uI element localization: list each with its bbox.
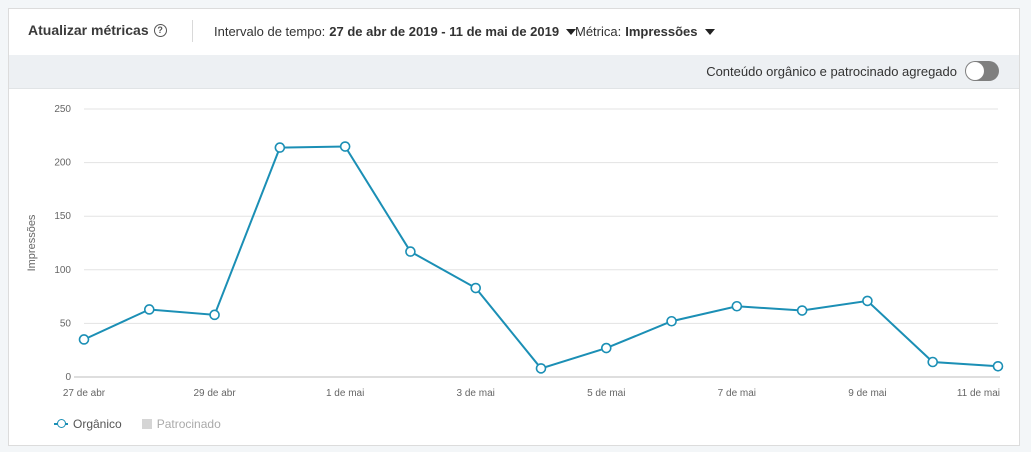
data-point [927,356,939,368]
legend-label-organic: Orgânico [73,417,122,431]
metrics-header: Atualizar métricas ? Intervalo de tempo:… [9,9,1019,56]
data-point [535,363,547,374]
x-tick-label: 3 de mai [457,388,495,399]
y-tick-label: 250 [54,104,71,115]
data-point [796,305,808,316]
y-axis-label: Impressões [26,214,38,271]
header-divider [192,20,193,42]
data-point [666,315,677,327]
data-point [731,300,743,312]
metrics-card: Atualizar métricas ? Intervalo de tempo:… [8,8,1020,446]
x-tick-label: 7 de mai [718,388,756,399]
data-point [992,360,1004,372]
x-tick-label: 11 de mai [957,388,1000,399]
legend-item-sponsored[interactable]: Patrocinado [141,417,221,431]
aggregate-toggle-label: Conteúdo orgânico e patrocinado agregado [706,64,957,79]
data-point [862,295,873,307]
data-point [143,304,155,315]
options-bar: Conteúdo orgânico e patrocinado agregado [9,55,1019,89]
chevron-down-icon [704,28,715,35]
metrics-title: Atualizar métricas ? [28,22,167,38]
metric-dropdown[interactable]: Métrica: Impressões [575,24,715,39]
series-line-organic [83,145,999,370]
metric-label: Métrica: [575,24,622,39]
interval-label: Intervalo de tempo: [214,24,326,39]
legend-label-sponsored: Patrocinado [156,417,221,431]
y-tick-label: 100 [54,265,71,276]
data-point [274,142,286,153]
toggle-knob [966,62,984,80]
metrics-title-text: Atualizar métricas [28,22,149,38]
square-marker-icon [141,419,152,429]
impressions-chart: 0 50 100 150 200 250 27 de abr 29 de abr 1 de ma… [26,104,1004,399]
data-point [600,342,612,354]
data-point [78,334,90,345]
interval-value: 27 de abr de 2019 - 11 de mai de 2019 [329,24,560,39]
chevron-down-icon [566,28,577,35]
x-tick-label: 27 de abr [63,388,106,399]
help-circle-icon[interactable]: ? [153,23,167,37]
line-marker-icon [54,419,68,429]
x-tick-label: 9 de mai [848,388,886,399]
data-point [209,309,220,321]
data-point [339,141,351,152]
chart-legend: Orgânico Patrocinado [54,417,241,431]
interval-dropdown[interactable]: Intervalo de tempo: 27 de abr de 2019 - … [214,24,577,39]
x-tick-label: 29 de abr [193,388,236,399]
metric-value: Impressões [625,24,698,39]
y-tick-label: 200 [54,158,71,169]
x-tick-label: 5 de mai [587,388,625,399]
legend-item-organic[interactable]: Orgânico [54,417,122,431]
y-tick-label: 50 [60,318,72,329]
y-tick-label: 150 [54,211,71,222]
x-tick-label: 1 de mai [326,388,364,399]
aggregate-toggle[interactable] [965,61,999,81]
data-point [405,246,416,257]
y-tick-label: 0 [65,372,71,383]
data-point [470,282,482,294]
